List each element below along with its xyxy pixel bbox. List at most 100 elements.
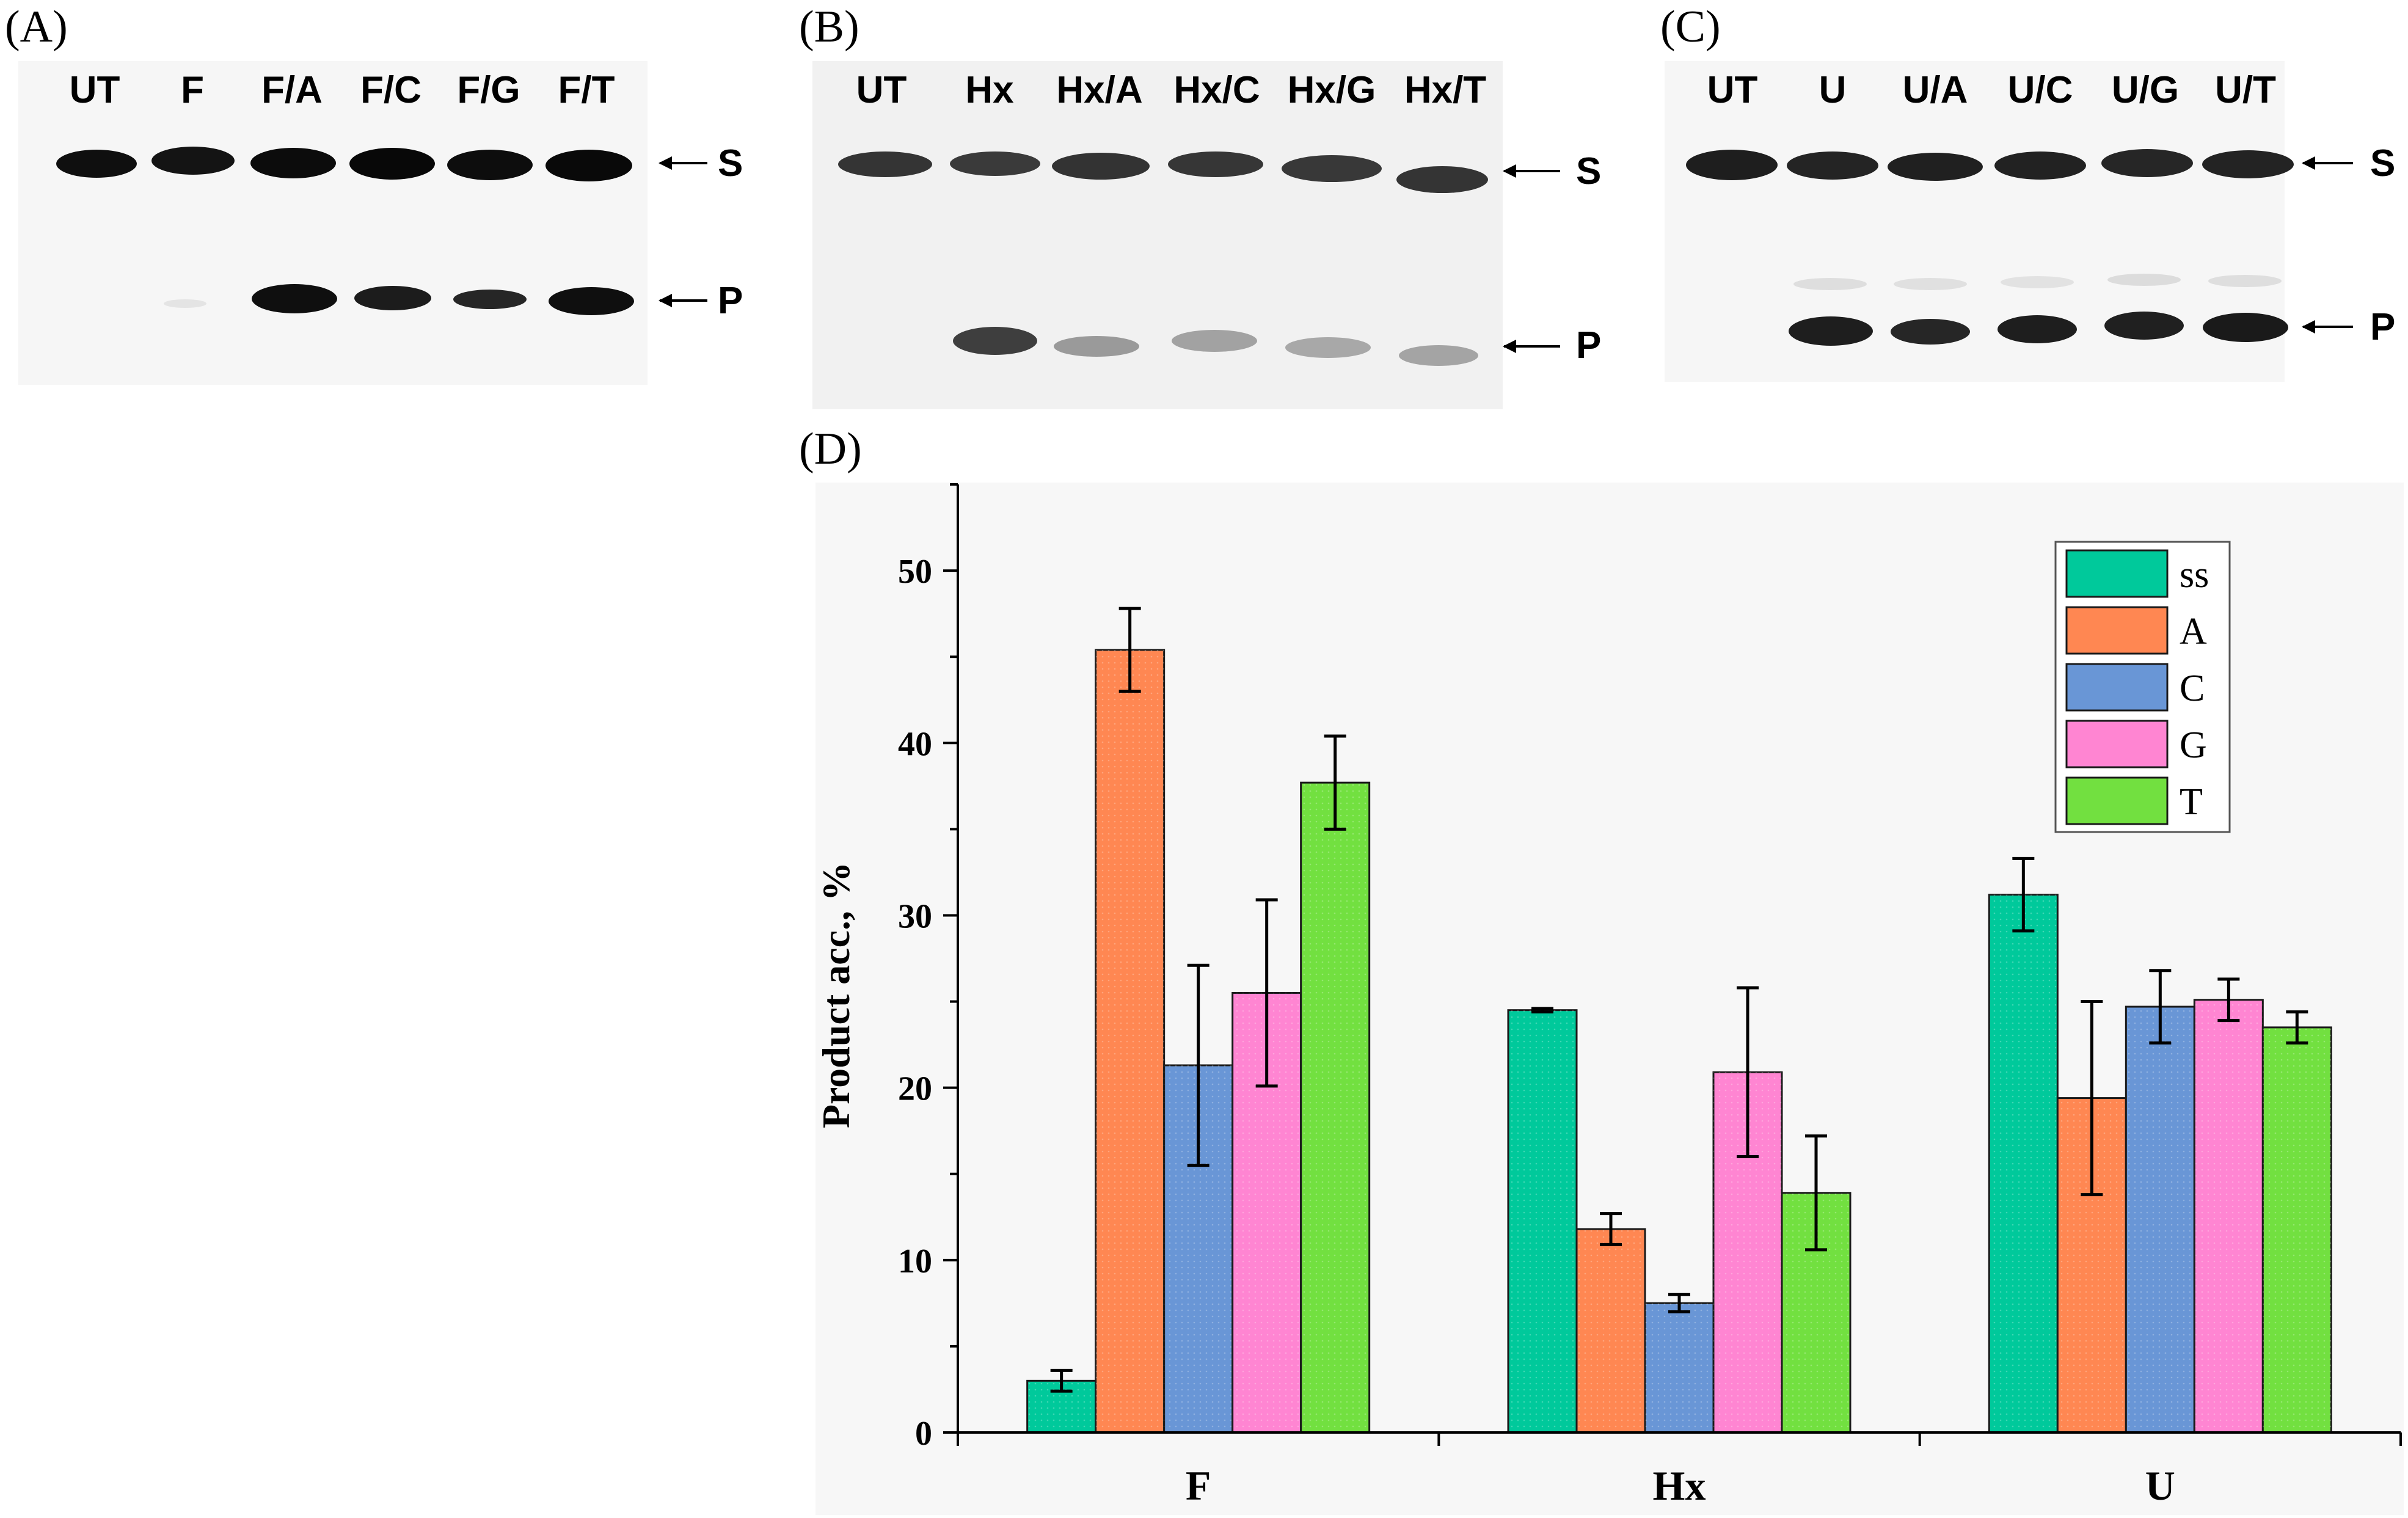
gel-band bbox=[2107, 274, 2181, 286]
gel-band bbox=[1888, 153, 1983, 181]
gel-band bbox=[2202, 150, 2294, 178]
band-marker-p: P bbox=[1576, 324, 1602, 367]
legend-label: ss bbox=[2180, 554, 2209, 596]
legend-swatch bbox=[2065, 549, 2169, 598]
y-tick-label: 10 bbox=[898, 1242, 932, 1280]
band-marker-s: S bbox=[718, 142, 743, 184]
panel-a-letter: (A) bbox=[5, 2, 68, 52]
arrow-icon bbox=[2302, 320, 2353, 334]
gel-band bbox=[950, 151, 1040, 176]
gel-band bbox=[1998, 315, 2077, 343]
lane-label: U/T bbox=[2215, 69, 2276, 111]
legend-label: G bbox=[2180, 724, 2207, 766]
legend-swatch bbox=[2065, 776, 2169, 825]
gel-band bbox=[2208, 275, 2282, 287]
lane-label: F/C bbox=[360, 69, 421, 111]
gel-band bbox=[354, 286, 431, 310]
lane-label: Hx/T bbox=[1404, 69, 1487, 111]
gel-band bbox=[2104, 312, 2184, 340]
gel-band bbox=[1994, 151, 2086, 180]
gel-band bbox=[838, 151, 932, 177]
x-tick-label: U bbox=[2145, 1462, 2175, 1509]
gel-band bbox=[252, 284, 337, 313]
gel-band bbox=[349, 148, 435, 180]
bar-texture bbox=[1989, 894, 2058, 1432]
gel-image-b bbox=[812, 61, 1503, 409]
x-tick-label: F bbox=[1186, 1462, 1211, 1509]
bar-texture bbox=[1645, 1303, 1713, 1432]
bar-texture bbox=[1577, 1229, 1645, 1432]
y-axis-label: Product acc., % bbox=[814, 862, 858, 1128]
y-tick-label: 20 bbox=[898, 1070, 932, 1108]
lane-label: F/G bbox=[457, 69, 520, 111]
gel-band bbox=[164, 299, 206, 308]
gel-band bbox=[1686, 150, 1778, 180]
legend-swatch bbox=[2065, 720, 2169, 768]
lane-label: U bbox=[1819, 69, 1847, 111]
bar-texture bbox=[2263, 1027, 2332, 1432]
arrow-icon bbox=[659, 156, 707, 170]
gel-image-a bbox=[18, 61, 648, 385]
arrow-icon bbox=[1503, 340, 1560, 353]
gel-band bbox=[447, 150, 533, 180]
lane-label: Hx bbox=[965, 69, 1014, 111]
gel-band bbox=[1894, 278, 1967, 290]
gel-band bbox=[1285, 337, 1371, 358]
panel-c-letter: (C) bbox=[1660, 2, 1721, 52]
bar-texture bbox=[2194, 999, 2263, 1432]
gel-band bbox=[549, 287, 634, 315]
lane-label: F/T bbox=[558, 69, 615, 111]
lane-label: UT bbox=[856, 69, 907, 111]
arrow-icon bbox=[659, 294, 707, 307]
y-tick-label: 30 bbox=[898, 897, 932, 935]
lane-label: Hx/A bbox=[1056, 69, 1143, 111]
panel-d-letter: (D) bbox=[799, 424, 862, 474]
bar-texture bbox=[2126, 1007, 2195, 1432]
gel-band bbox=[2001, 276, 2074, 288]
gel-band bbox=[1172, 330, 1257, 352]
bar-texture bbox=[1508, 1010, 1577, 1432]
gel-band bbox=[453, 290, 527, 309]
lane-label: UT bbox=[1707, 69, 1758, 111]
band-marker-p: P bbox=[2370, 306, 2396, 348]
bar-texture bbox=[1301, 783, 1370, 1432]
gel-band bbox=[1054, 336, 1139, 357]
legend-swatch bbox=[2065, 663, 2169, 712]
gel-band bbox=[2101, 149, 2193, 177]
panel-b-letter: (B) bbox=[799, 2, 859, 52]
gel-band bbox=[545, 150, 632, 181]
gel-band bbox=[56, 150, 137, 178]
band-marker-s: S bbox=[1576, 150, 1602, 192]
band-marker-p: P bbox=[718, 280, 743, 322]
gel-band bbox=[1282, 155, 1382, 182]
lane-label: Hx/C bbox=[1173, 69, 1260, 111]
lane-label: F/A bbox=[261, 69, 323, 111]
bar-texture bbox=[1095, 649, 1164, 1432]
gel-band bbox=[1789, 316, 1873, 346]
gel-band bbox=[1891, 319, 1970, 345]
legend-label: T bbox=[2180, 781, 2203, 823]
gel-band bbox=[250, 148, 336, 178]
lane-label: UT bbox=[69, 69, 120, 111]
y-tick-label: 0 bbox=[915, 1415, 932, 1453]
y-tick-label: 50 bbox=[898, 553, 932, 591]
gel-band bbox=[151, 147, 235, 175]
gel-band bbox=[2203, 313, 2288, 342]
y-tick-label: 40 bbox=[898, 725, 932, 763]
legend-swatch bbox=[2065, 606, 2169, 655]
lane-label: U/G bbox=[2111, 69, 2180, 111]
arrow-icon bbox=[1503, 164, 1560, 178]
gel-band bbox=[1168, 151, 1263, 177]
gel-band bbox=[1052, 153, 1150, 180]
lane-label: U/C bbox=[2007, 69, 2073, 111]
gel-band bbox=[953, 327, 1037, 355]
legend-label: C bbox=[2180, 668, 2205, 709]
gel-band bbox=[1787, 151, 1878, 180]
lane-label: F bbox=[181, 69, 204, 111]
legend-label: A bbox=[2180, 611, 2207, 652]
x-tick-label: Hx bbox=[1653, 1462, 1706, 1509]
gel-band bbox=[1793, 278, 1867, 290]
band-marker-s: S bbox=[2370, 142, 2396, 184]
gel-band bbox=[1399, 345, 1478, 366]
